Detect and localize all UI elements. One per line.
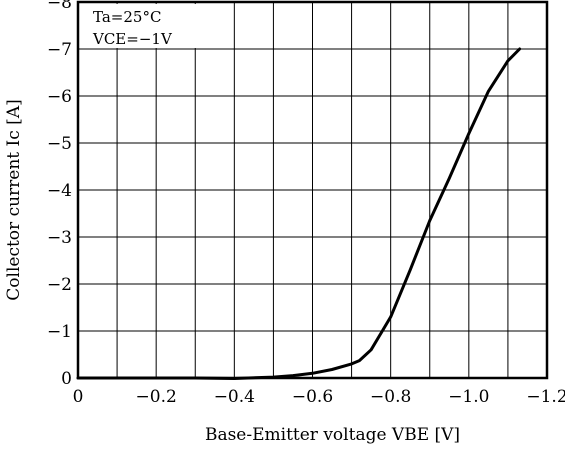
annotation-vce: VCE=−1V [92, 30, 173, 48]
y-tick-label: −4 [47, 181, 72, 201]
y-tick-labels: 0 −1 −2 −3 −4 −5 −6 −7 −8 [47, 0, 72, 389]
x-tick-labels: 0 −0.2 −0.4 −0.6 −0.8 −1.0 −1.2 [73, 387, 565, 407]
x-tick-label: −1.0 [448, 387, 489, 407]
x-tick-label: −1.2 [526, 387, 565, 407]
grid [78, 2, 547, 378]
x-tick-label: −0.4 [214, 387, 255, 407]
y-tick-label: −3 [47, 228, 72, 248]
y-tick-label: −1 [47, 322, 72, 342]
x-tick-label: −0.6 [292, 387, 333, 407]
y-tick-label: −7 [47, 40, 72, 60]
series-group [76, 47, 522, 380]
x-axis-label: Base-Emitter voltage VBE [V] [205, 425, 460, 445]
series-line [76, 47, 522, 380]
x-tick-label: −0.8 [370, 387, 411, 407]
plot-frame [76, 0, 549, 380]
y-axis-label: Collector current Ic [A] [4, 99, 24, 300]
y-tick-label: −8 [47, 0, 72, 13]
x-tick-label: 0 [73, 387, 84, 407]
y-tick-label: 0 [61, 369, 72, 389]
x-tick-label: −0.2 [136, 387, 177, 407]
y-tick-label: −5 [47, 134, 72, 154]
y-tick-label: −6 [47, 87, 72, 107]
annotation-temperature: Ta=25°C [93, 8, 161, 26]
annotation-background [80, 4, 198, 48]
annotation-box: Ta=25°C VCE=−1V [80, 4, 198, 48]
y-tick-label: −2 [47, 275, 72, 295]
